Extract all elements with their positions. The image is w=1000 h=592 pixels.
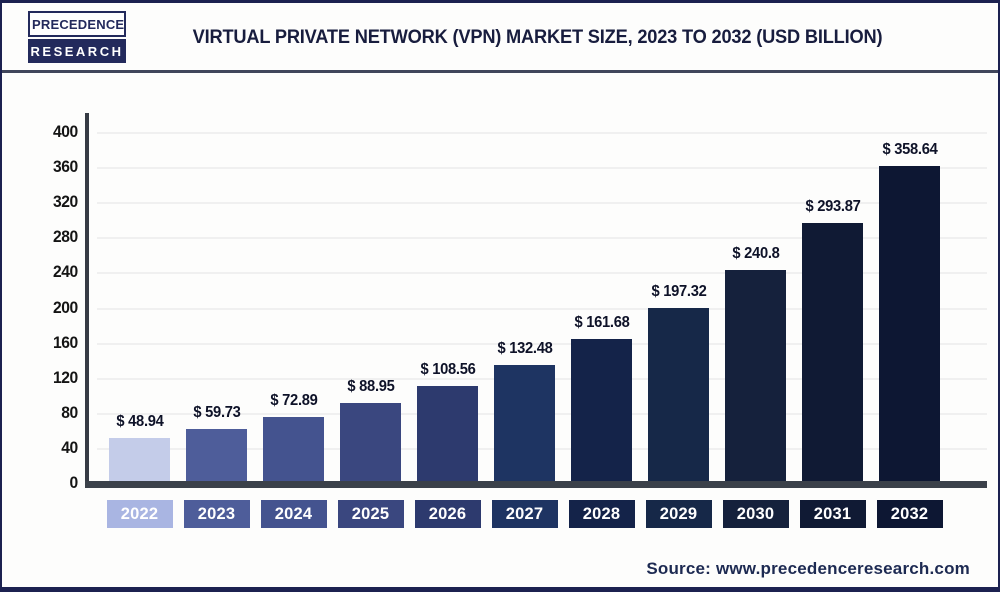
gridline (97, 132, 987, 134)
gridline (97, 342, 987, 345)
y-tick-label: 400 (53, 122, 78, 141)
gridline (97, 307, 987, 310)
x-category-label: 2026 (414, 500, 481, 528)
y-axis-line (85, 113, 89, 487)
bar (648, 307, 709, 481)
bar-value-label: $ 293.87 (804, 198, 861, 216)
bar (571, 339, 632, 481)
x-category-label: 2023 (183, 500, 250, 528)
bar-value-label: $ 88.95 (346, 377, 395, 395)
bar-value-label: $ 358.64 (881, 141, 938, 159)
x-category-label: 2027 (491, 500, 558, 528)
logo-line-precedence: PRECEDENCE (28, 11, 126, 37)
y-tick-label: 320 (53, 192, 78, 212)
y-tick-label: 40 (61, 437, 78, 457)
page-title: VIRTUAL PRIVATE NETWORK (VPN) MARKET SIZ… (192, 27, 883, 48)
logo-line-research: RESEARCH (28, 39, 126, 63)
bar (879, 166, 940, 481)
x-category-label: 2025 (337, 500, 404, 528)
bar-value-label: $ 240.8 (731, 244, 780, 262)
y-tick-label: 120 (53, 367, 78, 387)
gridline (97, 167, 987, 170)
y-tick-label: 240 (53, 262, 78, 282)
bar (263, 417, 324, 481)
bar-chart: 0 40 80 120 160 200 240 280 320 360 400 $ 48.94 2022… (2, 3, 998, 587)
bar-value-label: $ 197.32 (650, 282, 707, 300)
y-tick-label: 280 (53, 227, 78, 247)
bar (417, 385, 478, 481)
x-category-label: 2028 (568, 500, 635, 528)
y-tick-label: 80 (61, 402, 78, 422)
header-divider (2, 70, 998, 73)
x-category-label: 2029 (645, 500, 712, 528)
x-category-label: 2031 (799, 500, 866, 528)
header: PRECEDENCE RESEARCH VIRTUAL PRIVATE NETW… (2, 3, 998, 70)
precedence-research-logo: PRECEDENCE RESEARCH (28, 11, 126, 63)
gridline (97, 202, 987, 205)
gridline (97, 272, 987, 275)
bar (340, 402, 401, 481)
y-tick-label: 160 (53, 332, 78, 352)
y-tick-label: 200 (53, 297, 78, 317)
bar (802, 223, 863, 481)
x-axis-line (85, 481, 987, 488)
bar (494, 364, 555, 481)
y-tick-label: 360 (53, 157, 78, 177)
bar-value-label: $ 48.94 (115, 413, 164, 431)
gridline (97, 237, 987, 240)
bar-value-label: $ 59.73 (192, 403, 241, 421)
bar-value-label: $ 132.48 (496, 339, 553, 357)
bar (186, 428, 247, 481)
x-category-label: 2022 (106, 500, 173, 528)
bar (109, 438, 170, 481)
x-category-label: 2024 (260, 500, 327, 528)
bar (725, 269, 786, 481)
y-tick-label: 0 (69, 473, 79, 492)
source-attribution: Source: www.precedenceresearch.com (646, 559, 970, 578)
bar-value-label: $ 72.89 (269, 392, 318, 410)
bar-value-label: $ 161.68 (573, 314, 630, 332)
bar-value-label: $ 108.56 (419, 360, 476, 378)
x-category-label: 2032 (876, 500, 943, 528)
x-category-label: 2030 (722, 500, 789, 528)
